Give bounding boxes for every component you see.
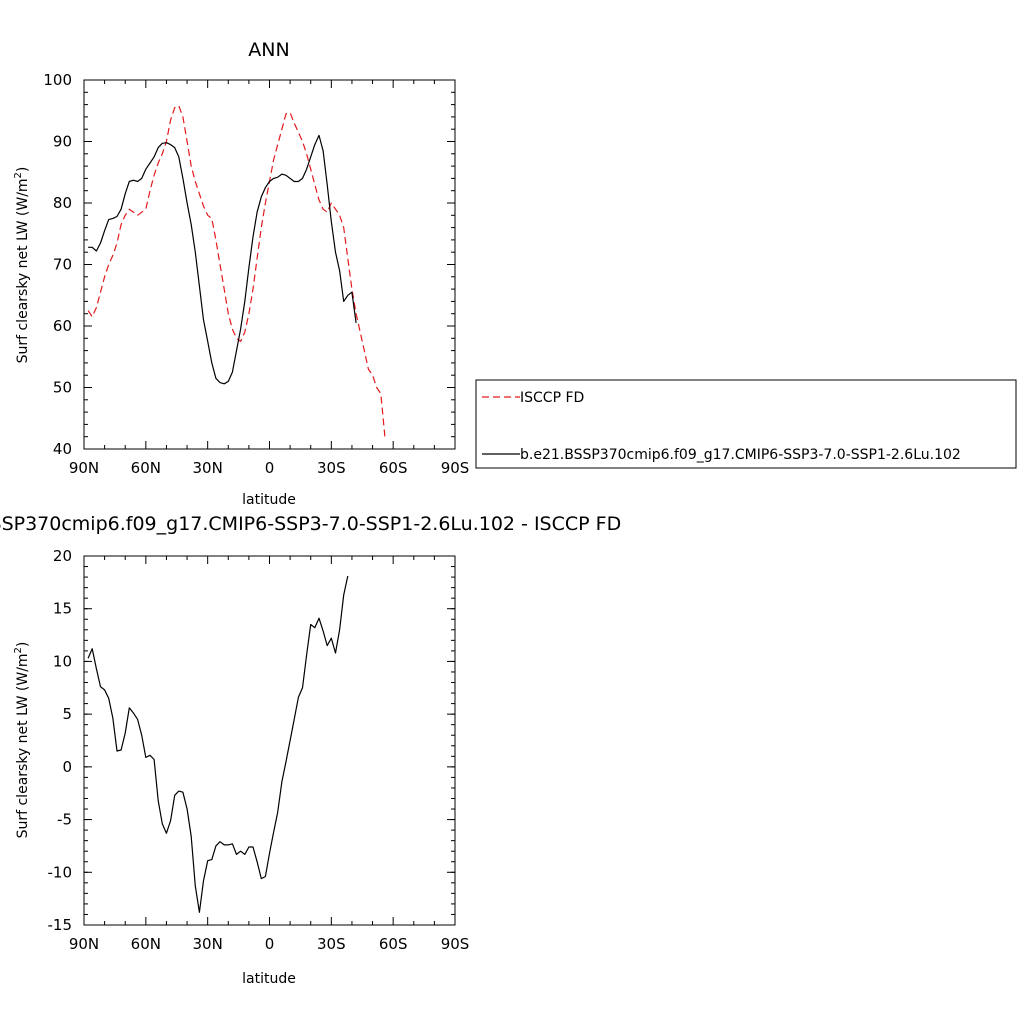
top-x-axis-label: latitude bbox=[242, 492, 296, 508]
top-y-axis-label: Surf clearsky net LW (W/m2) bbox=[13, 167, 31, 364]
bottom-chart-title: b.e21.BSSP370cmip6.f09_g17.CMIP6-SSP3-7.… bbox=[0, 513, 621, 535]
top-y-tick-label: 90 bbox=[53, 133, 72, 151]
top-y-tick-labels: 40 50 60 70 80 90 100 bbox=[43, 71, 72, 458]
bot-series-line-0 bbox=[87, 575, 349, 913]
top-y-tick-label: 70 bbox=[53, 256, 72, 274]
bot-x-tick-label: 60N bbox=[131, 935, 161, 953]
bot-y-tick-label: -10 bbox=[48, 863, 73, 881]
bot-y-tick-label: -5 bbox=[57, 811, 72, 829]
bot-y-tick-label: 15 bbox=[53, 600, 72, 618]
top-plot-frame bbox=[83, 79, 456, 450]
top-x-tick-label: 30N bbox=[193, 459, 223, 477]
top-panel: ANN 90N 60N 30N 0 30S 60S 90S 405060708090100 … bbox=[13, 39, 1017, 508]
top-x-tick-label: 90N bbox=[69, 459, 99, 477]
bottom-plot-area bbox=[83, 555, 456, 926]
bot-y-tick-label: 10 bbox=[53, 652, 72, 670]
bottom-x-tick-labels: 90N 60N 30N 0 30S 60S 90S bbox=[69, 935, 469, 953]
top-y-tick-label: 100 bbox=[43, 71, 72, 89]
top-y-tick-label: 40 bbox=[53, 440, 72, 458]
bot-x-tick-label: 30N bbox=[193, 935, 223, 953]
legend-entry-obs: ISCCP FD bbox=[482, 390, 584, 406]
bot-x-tick-label: 60S bbox=[379, 935, 408, 953]
bot-y-tick-label: 5 bbox=[62, 705, 72, 723]
top-x-tick-label: 60S bbox=[379, 459, 408, 477]
top-y-tick-label: 60 bbox=[53, 317, 72, 335]
top-y-tick-label: 80 bbox=[53, 194, 72, 212]
top-x-tick-label: 0 bbox=[265, 459, 275, 477]
bot-y-tick-label: 0 bbox=[62, 758, 72, 776]
top-x-tick-label: 60N bbox=[131, 459, 161, 477]
bot-plot-frame bbox=[83, 555, 456, 926]
legend-label-model: b.e21.BSSP370cmip6.f09_g17.CMIP6-SSP3-7.… bbox=[520, 447, 961, 463]
top-x-tick-labels: 90N 60N 30N 0 30S 60S 90S bbox=[69, 459, 469, 477]
bot-y-tick-label: -15 bbox=[48, 916, 73, 934]
bot-x-tick-label: 90S bbox=[441, 935, 470, 953]
legend-box bbox=[475, 379, 1017, 469]
bottom-panel: b.e21.BSSP370cmip6.f09_g17.CMIP6-SSP3-7.… bbox=[0, 513, 621, 987]
bot-y-tick-label: 20 bbox=[53, 547, 72, 565]
bot-x-tick-label: 90N bbox=[69, 935, 99, 953]
top-chart-title: ANN bbox=[248, 39, 289, 61]
bot-x-tick-label: 0 bbox=[265, 935, 275, 953]
bot-x-tick-label: 30S bbox=[317, 935, 346, 953]
bottom-y-axis-label: Surf clearsky net LW (W/m2) bbox=[13, 642, 31, 839]
top-y-tick-label: 50 bbox=[53, 379, 72, 397]
legend: ISCCP FD b.e21.BSSP370cmip6.f09_g17.CMIP… bbox=[475, 379, 1017, 469]
top-x-tick-label: 30S bbox=[317, 459, 346, 477]
bottom-y-tick-labels: -15 -10 -5 0 5 10 15 20 bbox=[48, 547, 73, 934]
top-series-line-1 bbox=[88, 134, 357, 385]
top-series-line-0 bbox=[87, 105, 386, 437]
legend-entry-model: b.e21.BSSP370cmip6.f09_g17.CMIP6-SSP3-7.… bbox=[482, 447, 961, 463]
top-plot-area bbox=[83, 79, 456, 450]
top-x-tick-label: 90S bbox=[441, 459, 470, 477]
bottom-x-axis-label: latitude bbox=[242, 971, 296, 987]
legend-label-obs: ISCCP FD bbox=[520, 390, 584, 406]
